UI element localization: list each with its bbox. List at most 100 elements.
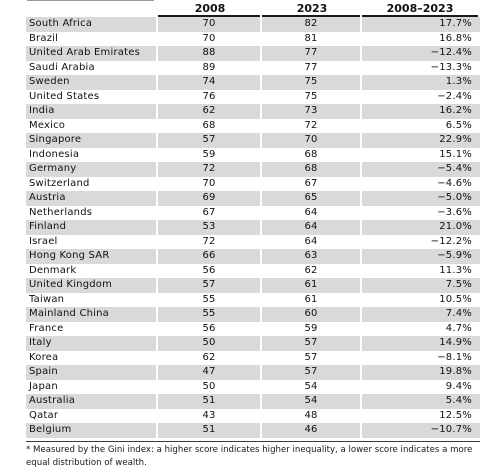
value-2008: 68: [202, 119, 216, 131]
value-2008: 76: [202, 90, 216, 102]
country-name: Mexico: [29, 119, 66, 131]
country-name: Indonesia: [29, 148, 80, 160]
change-2008-2023: −5.0%: [362, 191, 480, 206]
change-2008-2023: 16.2%: [362, 104, 480, 119]
change-2008-2023: 9.4%: [445, 380, 472, 392]
column-header-2008: 2008: [194, 2, 226, 15]
country-name: Saudi Arabia: [29, 61, 95, 73]
value-2023: 59: [304, 322, 318, 334]
value-2023: 82: [262, 17, 360, 32]
table-row: Switzerland 70 67 −4.6%: [26, 177, 480, 192]
value-2023: 81: [304, 32, 318, 44]
value-2023: 57: [262, 336, 360, 351]
header-underline-2023: [262, 15, 360, 17]
change-2008-2023: −13.3%: [430, 61, 472, 73]
value-2023: 64: [304, 235, 318, 247]
country-name: South Africa: [26, 17, 156, 32]
value-2008: 50: [202, 380, 216, 392]
value-2008: 66: [158, 249, 260, 264]
country-name: Qatar: [29, 409, 59, 421]
value-2023: 64: [262, 220, 360, 235]
header-underline-change: [362, 15, 478, 17]
value-2023: 48: [304, 409, 318, 421]
change-2008-2023: 7.4%: [362, 307, 480, 322]
change-2008-2023: −5.4%: [362, 162, 480, 177]
change-2008-2023: 12.5%: [439, 409, 472, 421]
table-row: Brazil 70 81 16.8%: [26, 32, 480, 47]
value-2008: 51: [158, 423, 260, 438]
value-2008: 70: [158, 17, 260, 32]
change-2008-2023: 21.0%: [362, 220, 480, 235]
change-2008-2023: 5.4%: [362, 394, 480, 409]
value-2023: 77: [304, 61, 318, 73]
value-2023: 70: [262, 133, 360, 148]
change-2008-2023: 10.5%: [439, 293, 472, 305]
country-name: Spain: [26, 365, 156, 380]
country-name: Netherlands: [29, 206, 93, 218]
value-2008: 43: [202, 409, 216, 421]
table-row: United Kingdom 57 61 7.5%: [26, 278, 480, 293]
change-2008-2023: 4.7%: [445, 322, 472, 334]
value-2023: 68: [262, 162, 360, 177]
table-header: 2008 2023 2008–2023: [0, 0, 480, 17]
table-row: Korea 62 57 −8.1%: [26, 351, 480, 366]
value-2008: 62: [202, 351, 216, 363]
change-2008-2023: 14.9%: [362, 336, 480, 351]
country-name: Belgium: [26, 423, 156, 438]
table-row: Sweden 74 75 1.3%: [26, 75, 480, 90]
table-row: Qatar 43 48 12.5%: [26, 409, 480, 424]
country-name: United Arab Emirates: [26, 46, 156, 61]
country-name: United States: [29, 90, 100, 102]
country-name: Italy: [26, 336, 156, 351]
change-2008-2023: 19.8%: [362, 365, 480, 380]
table-row: Mainland China 55 60 7.4%: [26, 307, 480, 322]
value-2008: 70: [202, 177, 216, 189]
country-name: Korea: [29, 351, 59, 363]
table-row: South Africa 70 82 17.7%: [26, 17, 480, 32]
value-2023: 57: [262, 365, 360, 380]
value-2023: 75: [262, 75, 360, 90]
table-row: India 62 73 16.2%: [26, 104, 480, 119]
value-2023: 54: [304, 380, 318, 392]
country-name: Mainland China: [26, 307, 156, 322]
value-2023: 61: [262, 278, 360, 293]
table-row: Hong Kong SAR 66 63 −5.9%: [26, 249, 480, 264]
value-2008: 74: [158, 75, 260, 90]
value-2008: 67: [202, 206, 216, 218]
table-row: Finland 53 64 21.0%: [26, 220, 480, 235]
value-2023: 68: [304, 148, 318, 160]
country-name: Israel: [29, 235, 58, 247]
footnote: * Measured by the Gini index: a higher s…: [26, 445, 473, 468]
value-2008: 57: [158, 278, 260, 293]
change-2008-2023: −8.1%: [437, 351, 472, 363]
value-2008: 55: [158, 307, 260, 322]
table-bottom-rule: [26, 441, 480, 442]
country-name: Brazil: [29, 32, 59, 44]
table-row: Belgium 51 46 −10.7%: [26, 423, 480, 438]
value-2023: 67: [304, 177, 318, 189]
change-2008-2023: −3.6%: [437, 206, 472, 218]
table-row: Taiwan 55 61 10.5%: [26, 293, 480, 308]
table-row: Japan 50 54 9.4%: [26, 380, 480, 395]
header-top-rule: [27, 0, 154, 1]
value-2008: 47: [158, 365, 260, 380]
value-2008: 53: [158, 220, 260, 235]
value-2023: 63: [262, 249, 360, 264]
value-2008: 56: [202, 322, 216, 334]
country-name: Germany: [26, 162, 156, 177]
column-header-2023: 2023: [296, 2, 328, 15]
table-row: United Arab Emirates 88 77 −12.4%: [26, 46, 480, 61]
table-row: Denmark 56 62 11.3%: [26, 264, 480, 279]
change-2008-2023: −2.4%: [437, 90, 472, 102]
value-2023: 64: [304, 206, 318, 218]
change-2008-2023: 7.5%: [362, 278, 480, 293]
country-name: Austria: [26, 191, 156, 206]
value-2008: 59: [202, 148, 216, 160]
value-2023: 61: [304, 293, 318, 305]
value-2008: 55: [202, 293, 216, 305]
table-row: Singapore 57 70 22.9%: [26, 133, 480, 148]
change-2008-2023: −12.4%: [362, 46, 480, 61]
value-2008: 69: [158, 191, 260, 206]
table-row: Israel 72 64 −12.2%: [26, 235, 480, 250]
table-row: France 56 59 4.7%: [26, 322, 480, 337]
